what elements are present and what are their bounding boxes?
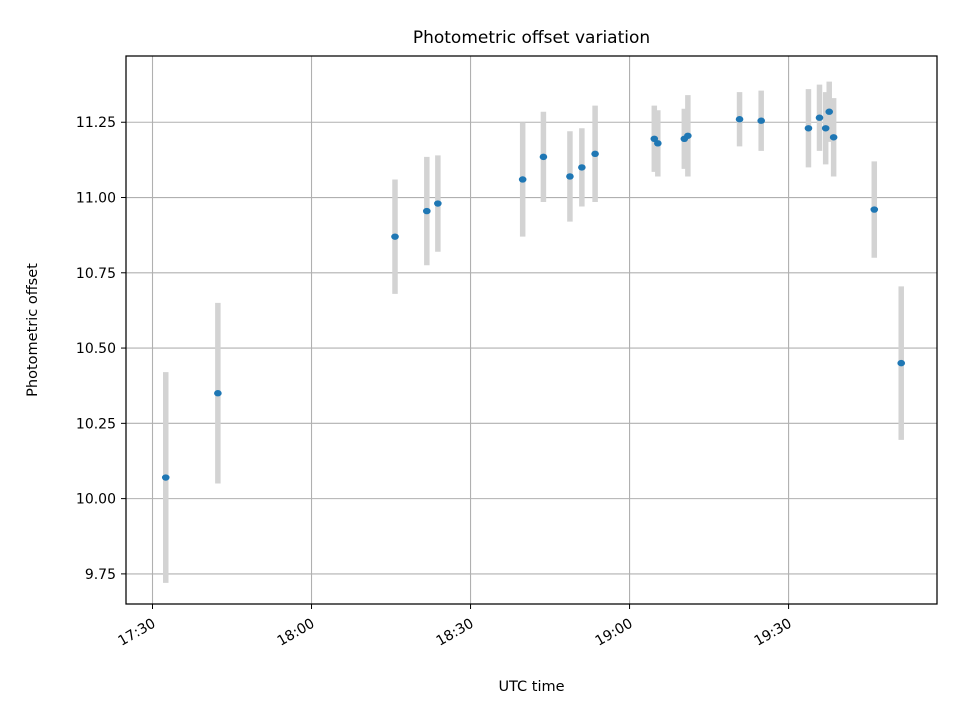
data-point	[870, 206, 879, 213]
data-point	[423, 207, 431, 215]
data-point	[518, 176, 527, 183]
data-point	[821, 125, 830, 132]
y-tick-label: 10.00	[76, 492, 116, 508]
data-point	[591, 150, 599, 158]
x-axis-label: UTC time	[498, 679, 564, 695]
data-points	[161, 108, 906, 481]
data-point	[650, 135, 659, 143]
data-point	[539, 153, 548, 161]
data-point	[829, 134, 838, 141]
data-point	[735, 116, 744, 123]
y-tick-label: 10.25	[76, 416, 116, 432]
data-point	[434, 200, 442, 207]
y-tick-label: 11.00	[76, 191, 116, 207]
data-point	[161, 474, 170, 481]
y-tick-label: 10.50	[76, 341, 116, 357]
grid	[126, 56, 937, 604]
data-point	[757, 117, 765, 124]
data-point	[391, 233, 399, 240]
data-point	[578, 164, 586, 171]
data-point	[654, 140, 662, 147]
data-point	[684, 132, 692, 139]
plot-frame	[125, 55, 938, 605]
data-point	[815, 114, 824, 121]
data-point	[897, 359, 906, 367]
data-point	[825, 108, 834, 115]
data-point	[214, 390, 222, 397]
y-tick-label: 10.75	[76, 266, 116, 282]
y-axis-label: Photometric offset	[25, 263, 41, 397]
data-point	[566, 173, 574, 180]
y-tick-label: 11.25	[76, 115, 116, 131]
y-tick-label: 9.75	[85, 567, 116, 583]
chart-title: Photometric offset variation	[413, 28, 650, 48]
data-point	[804, 125, 813, 132]
